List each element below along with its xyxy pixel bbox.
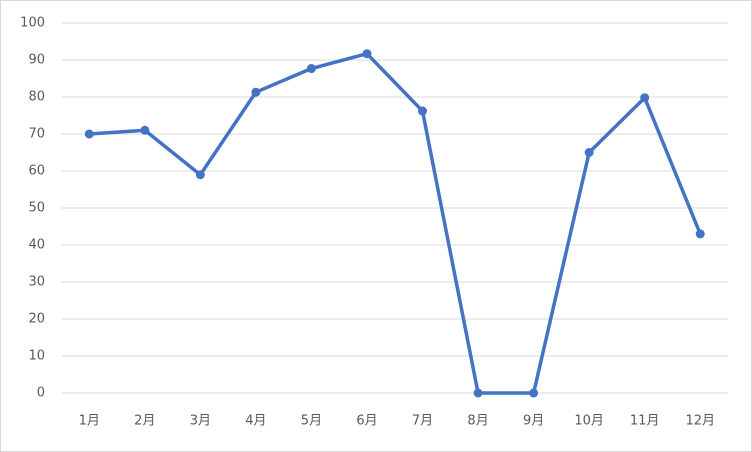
x-tick-label: 10月: [574, 414, 604, 429]
marker: [695, 229, 705, 239]
y-tick-label: 50: [28, 201, 45, 216]
x-tick-label: 7月: [412, 414, 433, 429]
line: [89, 51, 702, 395]
marker: [140, 125, 150, 135]
marker: [418, 106, 428, 116]
y-tick-label: 40: [28, 238, 45, 253]
marker: [529, 388, 539, 398]
y-tick-label: 0: [37, 386, 45, 401]
y-tick-label: 30: [28, 275, 45, 290]
marker: [251, 87, 261, 97]
marker: [640, 93, 650, 103]
marker: [473, 388, 483, 398]
y-tick-label: 90: [28, 53, 45, 68]
x-tick-label: 6月: [356, 414, 377, 429]
marker: [584, 148, 594, 157]
marker: [362, 49, 372, 59]
y-tick-label: 100: [20, 16, 45, 31]
y-tick-label: 20: [28, 312, 45, 327]
y-tick-label: 70: [28, 127, 45, 142]
x-tick-label: 12月: [685, 414, 715, 429]
marker: [84, 129, 94, 139]
marker: [306, 64, 316, 74]
marker: [195, 170, 205, 180]
x-tick-label: 11月: [630, 414, 660, 429]
x-tick-label: 1月: [79, 414, 100, 429]
y-tick-label: 10: [28, 349, 45, 364]
x-tick-label: 4月: [245, 414, 266, 429]
x-tick-label: 2月: [134, 414, 155, 429]
x-tick-label: 8月: [467, 414, 488, 429]
x-tick-label: 5月: [301, 414, 322, 429]
y-tick-label: 80: [28, 90, 45, 105]
y-tick-label: 60: [28, 164, 45, 179]
x-tick-label: 3月: [190, 414, 211, 429]
x-tick-label: 9月: [523, 414, 544, 429]
